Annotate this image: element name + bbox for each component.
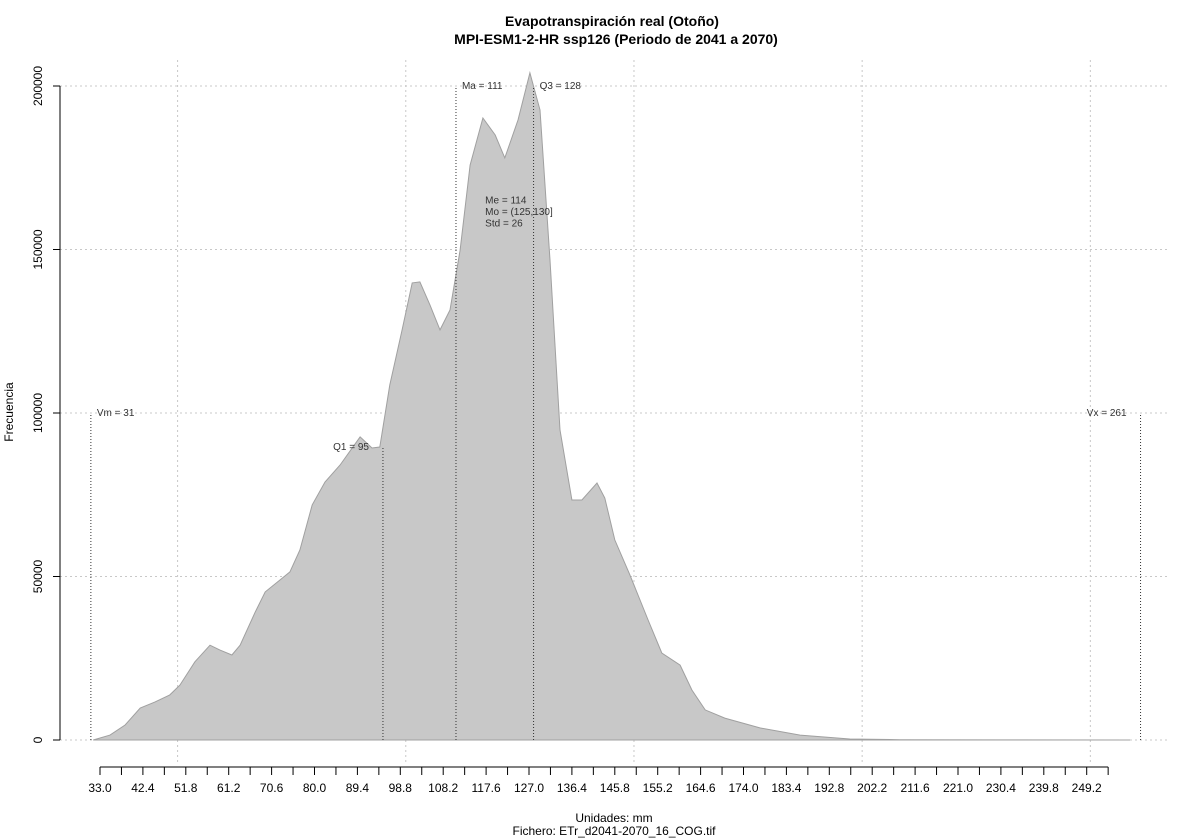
x-tick-label: 89.4 <box>346 781 370 795</box>
caption: Fichero: ETr_d2041-2070_16_COG.tif <box>513 824 717 838</box>
y-tick-label: 100000 <box>31 393 45 433</box>
x-tick-label: 249.2 <box>1072 781 1102 795</box>
x-tick-label: 155.2 <box>643 781 673 795</box>
stats-label: Std = 26 <box>485 219 523 230</box>
annotation-label: Vx = 261 <box>1087 408 1127 419</box>
x-axis-label: Unidades: mm <box>575 811 652 825</box>
x-tick-label: 70.6 <box>260 781 284 795</box>
y-tick-label: 50000 <box>31 559 45 593</box>
x-tick-label: 202.2 <box>857 781 887 795</box>
x-tick-label: 80.0 <box>303 781 327 795</box>
annotation-label: Ma = 111 <box>462 81 503 92</box>
x-tick-label: 33.0 <box>88 781 112 795</box>
x-tick-label: 42.4 <box>131 781 155 795</box>
x-tick-label: 192.8 <box>814 781 844 795</box>
x-tick-label: 221.0 <box>943 781 973 795</box>
stats-label: Mo = (125,130] <box>485 207 553 218</box>
x-tick-label: 117.6 <box>472 781 501 795</box>
y-tick-label: 150000 <box>31 229 45 269</box>
annotation-label: Q3 = 128 <box>540 81 582 92</box>
y-axis-label: Frecuencia <box>2 382 16 442</box>
x-tick-label: 211.6 <box>901 781 930 795</box>
annotation-label: Q1 = 95 <box>333 442 369 453</box>
chart-subtitle: MPI-ESM1-2-HR ssp126 (Periodo de 2041 a … <box>454 31 778 47</box>
x-tick-label: 51.8 <box>174 781 198 795</box>
x-tick-label: 183.4 <box>771 781 801 795</box>
chart-title: Evapotranspiración real (Otoño) <box>505 13 719 29</box>
x-tick-label: 164.6 <box>686 781 716 795</box>
x-tick-label: 136.4 <box>557 781 587 795</box>
x-tick-label: 108.2 <box>428 781 458 795</box>
density-area <box>93 70 1131 741</box>
annotation-label: Vm = 31 <box>97 408 135 419</box>
y-tick-label: 0 <box>31 736 45 743</box>
stats-label: Me = 114 <box>485 196 527 207</box>
x-tick-label: 145.8 <box>600 781 630 795</box>
y-tick-label: 200000 <box>31 66 45 106</box>
x-tick-label: 98.8 <box>389 781 413 795</box>
x-tick-label: 61.2 <box>217 781 241 795</box>
x-tick-label: 239.8 <box>1029 781 1059 795</box>
x-tick-label: 174.0 <box>728 781 758 795</box>
x-tick-label: 127.0 <box>514 781 544 795</box>
x-tick-label: 230.4 <box>986 781 1016 795</box>
